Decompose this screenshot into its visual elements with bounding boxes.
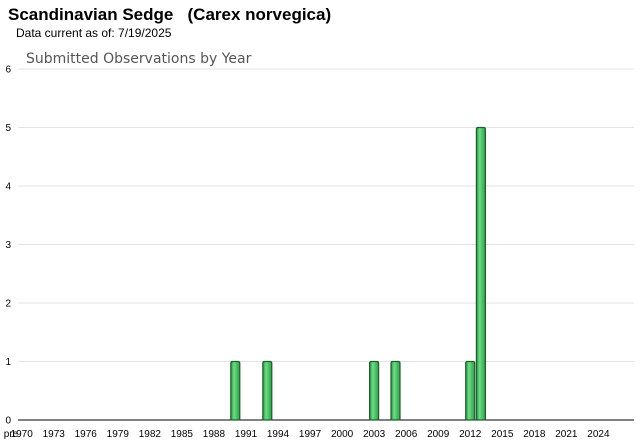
species-title: Scandinavian Sedge (Carex norvegica) (8, 5, 332, 24)
y-tick-label: 1 (5, 357, 11, 368)
chart-title: Submitted Observations by Year (26, 51, 252, 67)
gridlines (18, 68, 634, 362)
x-tick-label: 1976 (75, 429, 98, 440)
x-tick-label: 1994 (267, 429, 290, 440)
x-tick-label: 2015 (491, 429, 514, 440)
x-tick-label: pre (4, 429, 19, 440)
y-tick-label: 2 (5, 299, 11, 310)
y-axis: 0 1 2 3 4 5 6 (5, 65, 11, 427)
x-tick-label: 1970 (11, 429, 34, 440)
x-tick-label: 1985 (171, 429, 194, 440)
chart-header: Scandinavian Sedge (Carex norvegica) Dat… (8, 4, 331, 40)
x-tick-label: 1982 (139, 429, 162, 440)
x-tick-label: 2009 (427, 429, 450, 440)
x-tick-label: 2012 (459, 429, 482, 440)
y-tick-label: 3 (5, 240, 11, 251)
y-tick-label: 6 (5, 65, 11, 76)
x-tick-label: 2006 (395, 429, 418, 440)
x-tick-label: 2021 (555, 429, 578, 440)
y-tick-label: 4 (5, 182, 11, 193)
bar-2012[interactable] (465, 360, 476, 421)
x-tick-label: 1979 (107, 429, 130, 440)
x-tick-label: 1991 (235, 429, 258, 440)
y-tick-label: 0 (5, 416, 11, 427)
x-tick-label: 2003 (363, 429, 386, 440)
bar-2003[interactable] (369, 360, 380, 421)
x-tick-label: 1973 (43, 429, 66, 440)
bar-1993[interactable] (262, 360, 273, 421)
x-tick-label: 2024 (587, 429, 610, 440)
x-tick-label: 2000 (331, 429, 354, 440)
bar-2005[interactable] (390, 360, 401, 421)
bars (230, 126, 486, 421)
data-date: Data current as of: 7/19/2025 (16, 26, 172, 40)
x-tick-label: 1997 (299, 429, 322, 440)
bar-1990[interactable] (230, 360, 241, 421)
x-tick-label: 2018 (523, 429, 546, 440)
y-tick-label: 5 (5, 123, 11, 134)
x-tick-label: 1988 (203, 429, 226, 440)
bar-2013[interactable] (475, 126, 486, 421)
